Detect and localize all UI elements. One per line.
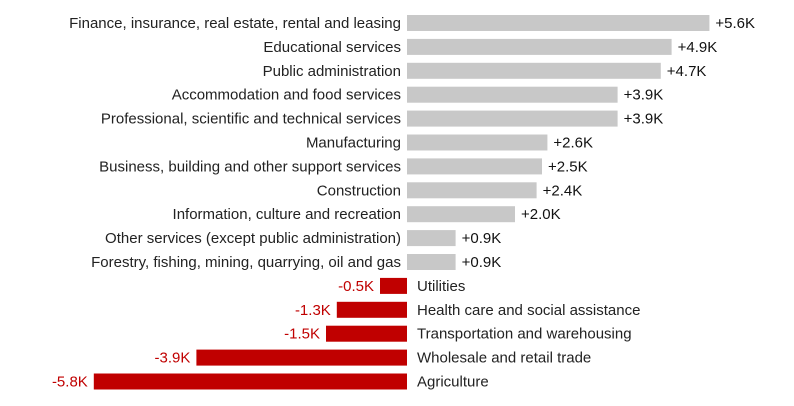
category-label-3: Accommodation and food services — [172, 87, 401, 104]
category-label-6: Business, building and other support ser… — [99, 158, 401, 175]
category-label-4: Professional, scientific and technical s… — [101, 111, 401, 128]
value-label-8: +2.0K — [521, 206, 561, 223]
bar-0 — [407, 15, 710, 31]
value-label-1: +4.9K — [678, 39, 718, 56]
bar-8 — [407, 206, 515, 223]
value-label-9: +0.9K — [462, 230, 502, 247]
value-label-11: -0.5K — [338, 278, 374, 295]
category-label-13: Transportation and warehousing — [417, 326, 632, 343]
value-label-3: +3.9K — [624, 87, 664, 104]
labels-group: Finance, insurance, real estate, rental … — [52, 15, 755, 391]
bar-6 — [407, 158, 542, 175]
category-label-2: Public administration — [263, 63, 401, 80]
category-label-12: Health care and social assistance — [417, 302, 640, 319]
category-label-15: Agriculture — [417, 374, 489, 391]
bar-10 — [407, 254, 456, 270]
category-label-14: Wholesale and retail trade — [417, 350, 591, 367]
value-label-14: -3.9K — [155, 350, 191, 367]
bars-group — [93, 15, 710, 390]
value-label-0: +5.6K — [715, 15, 755, 32]
bar-5 — [407, 134, 548, 151]
category-label-5: Manufacturing — [306, 135, 401, 152]
value-label-13: -1.5K — [284, 326, 320, 343]
bar-7 — [407, 182, 537, 199]
bar-13 — [326, 325, 407, 342]
category-label-9: Other services (except public administra… — [105, 230, 401, 247]
value-label-12: -1.3K — [295, 302, 331, 319]
value-label-10: +0.9K — [462, 254, 502, 271]
value-label-2: +4.7K — [667, 63, 707, 80]
value-label-6: +2.5K — [548, 158, 588, 175]
category-label-10: Forestry, fishing, mining, quarrying, oi… — [91, 254, 401, 271]
category-label-8: Information, culture and recreation — [173, 206, 401, 223]
category-label-11: Utilities — [417, 278, 465, 295]
bar-9 — [407, 230, 456, 247]
category-label-0: Finance, insurance, real estate, rental … — [69, 15, 401, 32]
value-label-7: +2.4K — [543, 182, 583, 199]
category-label-1: Educational services — [263, 39, 401, 56]
bar-2 — [407, 62, 661, 79]
bar-4 — [407, 110, 618, 127]
bar-12 — [336, 301, 407, 318]
value-label-5: +2.6K — [553, 135, 593, 152]
bar-1 — [407, 38, 672, 55]
category-label-7: Construction — [317, 182, 401, 199]
bar-3 — [407, 86, 618, 103]
value-label-4: +3.9K — [624, 111, 664, 128]
value-label-15: -5.8K — [52, 374, 88, 391]
bar-15 — [93, 373, 408, 390]
bar-14 — [196, 349, 407, 366]
bar-11 — [380, 277, 407, 294]
